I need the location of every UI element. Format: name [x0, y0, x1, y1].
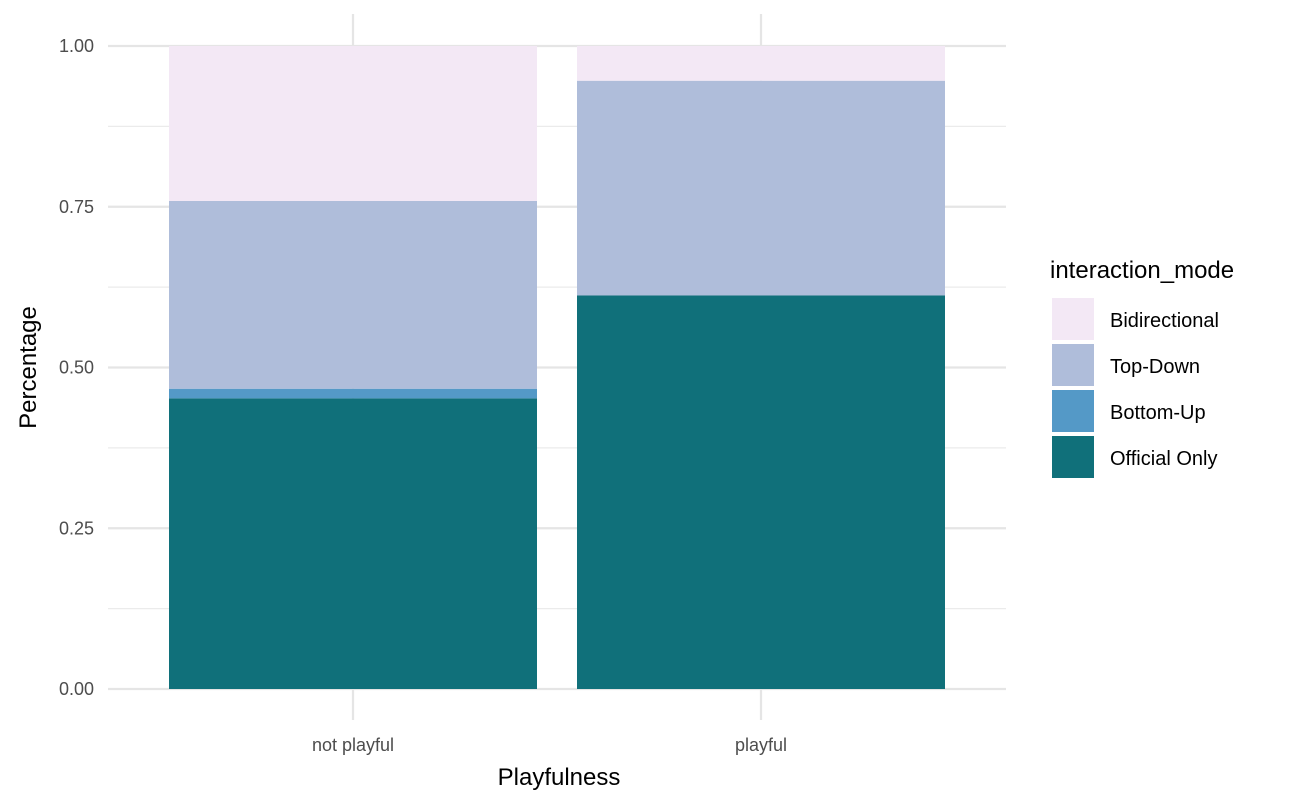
x-tick-label: playful: [735, 735, 787, 755]
bar-segment-bidirectional: [577, 46, 945, 81]
bar-segment-top-down: [577, 80, 945, 296]
y-axis-title: Percentage: [15, 306, 42, 429]
legend-swatch-top-down: [1052, 344, 1094, 386]
legend-swatch-bottom-up: [1052, 390, 1094, 432]
legend-swatch-bidirectional: [1052, 298, 1094, 340]
bar-segment-official-only: [169, 398, 537, 689]
bar-segment-bottom-up: [169, 388, 537, 399]
x-tick-label: not playful: [312, 735, 394, 755]
y-tick-label: 1.00: [59, 36, 94, 56]
legend-swatch-official-only: [1052, 436, 1094, 478]
x-axis-title: Playfulness: [498, 764, 621, 791]
bar-segment-official-only: [577, 295, 945, 689]
legend: interaction_mode Bidirectional Top-Down Bo…: [1050, 257, 1234, 478]
y-tick-label: 0.50: [59, 358, 94, 378]
bars-group: [169, 46, 945, 689]
y-tick-label: 0.00: [59, 679, 94, 699]
y-tick-label: 0.25: [59, 518, 94, 538]
legend-label: Official Only: [1110, 448, 1217, 470]
legend-label: Top-Down: [1110, 356, 1200, 378]
legend-label: Bidirectional: [1110, 310, 1219, 332]
y-tick-labels: 0.00 0.25 0.50 0.75 1.00: [59, 36, 94, 699]
bar-segment-bidirectional: [169, 46, 537, 201]
bar-segment-top-down: [169, 200, 537, 389]
legend-label: Bottom-Up: [1110, 402, 1206, 424]
legend-title: interaction_mode: [1050, 257, 1234, 284]
x-tick-labels: not playful playful: [312, 735, 787, 755]
y-tick-label: 0.75: [59, 197, 94, 217]
